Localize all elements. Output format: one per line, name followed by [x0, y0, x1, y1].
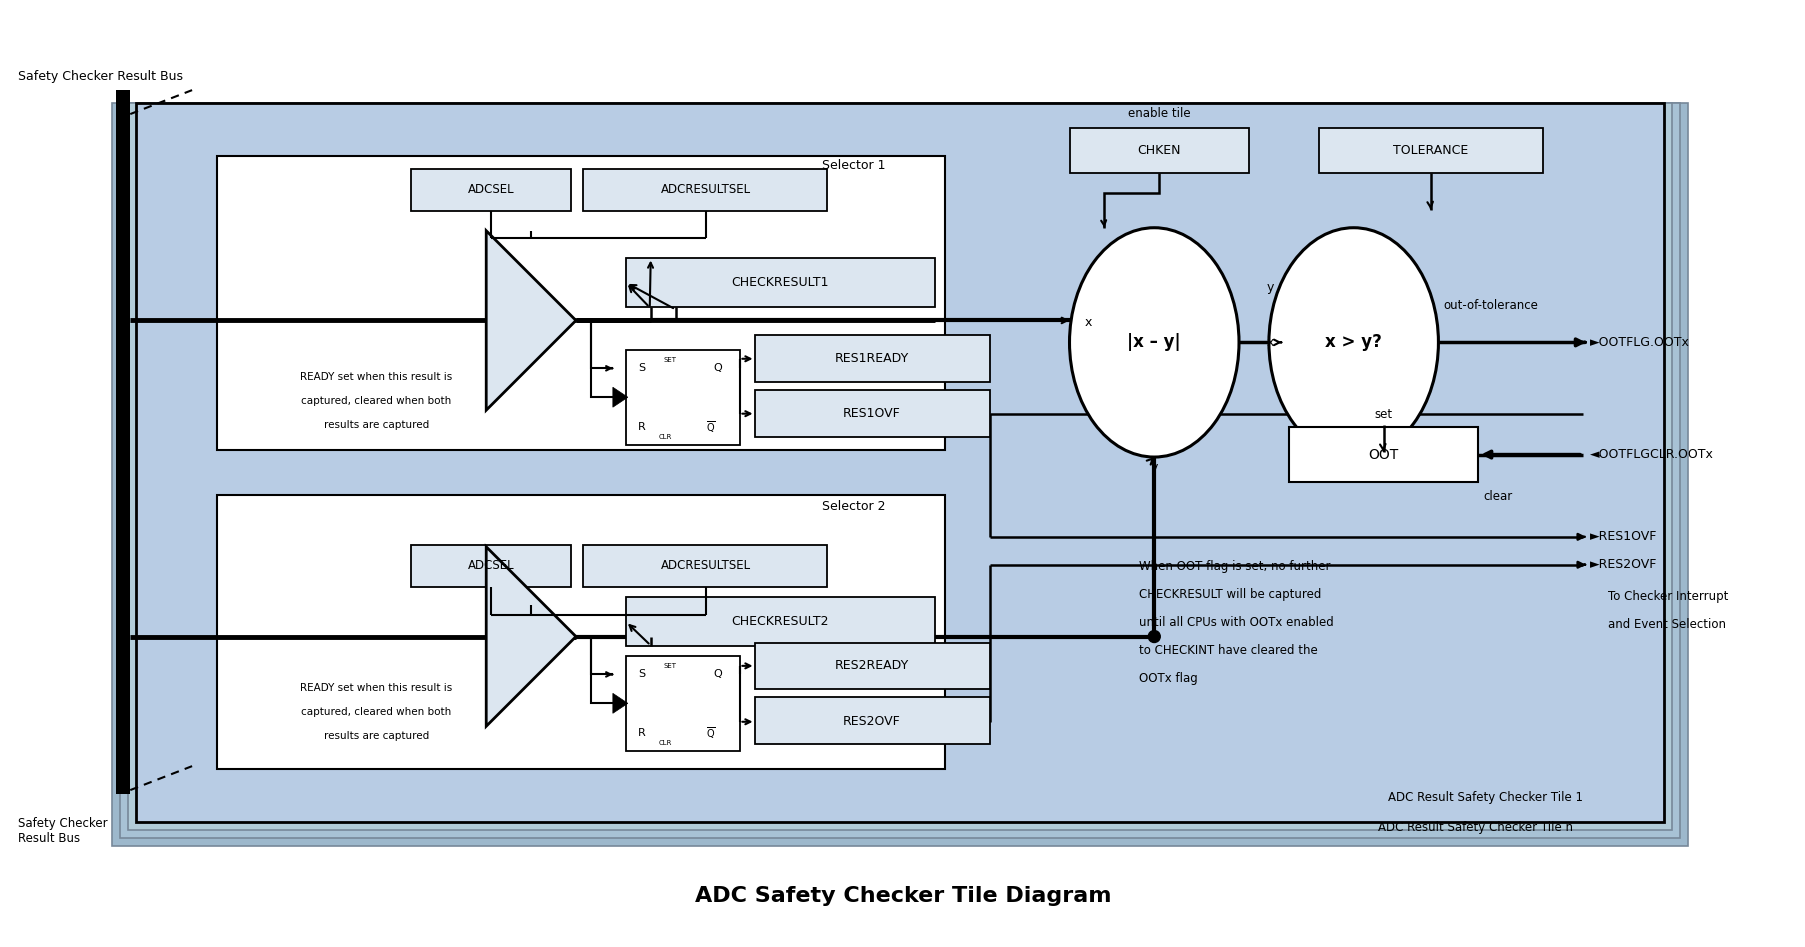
Text: Q: Q — [713, 364, 722, 373]
Bar — [583, 169, 827, 211]
Text: RES2READY: RES2READY — [834, 659, 908, 672]
Text: results are captured: results are captured — [323, 420, 430, 430]
Bar — [112, 103, 1686, 846]
Text: ►OOTFLG.OOTx: ►OOTFLG.OOTx — [1588, 336, 1689, 348]
Text: |x – y|: |x – y| — [1126, 333, 1180, 351]
Text: SET: SET — [662, 664, 677, 670]
Text: RES1OVF: RES1OVF — [843, 407, 901, 420]
Text: ADCRESULTSEL: ADCRESULTSEL — [661, 560, 751, 572]
Text: ADC Result Safety Checker Tile n: ADC Result Safety Checker Tile n — [1377, 821, 1572, 834]
Text: y: y — [1150, 460, 1157, 474]
Polygon shape — [612, 693, 628, 713]
Text: results are captured: results are captured — [323, 731, 430, 742]
Text: R: R — [637, 422, 644, 432]
Text: Selector 2: Selector 2 — [821, 500, 884, 513]
Text: set: set — [1374, 407, 1392, 420]
Bar — [135, 103, 1662, 822]
Bar — [754, 335, 989, 383]
Text: CLR: CLR — [659, 434, 671, 440]
Text: S: S — [637, 364, 644, 373]
Text: ADC Result Safety Checker Tile 1: ADC Result Safety Checker Tile 1 — [1388, 791, 1583, 804]
Text: y: y — [1265, 281, 1273, 295]
Text: x > y?: x > y? — [1325, 333, 1381, 351]
Text: CHECKRESULT will be captured: CHECKRESULT will be captured — [1139, 588, 1321, 601]
Bar — [1318, 128, 1541, 173]
Ellipse shape — [1069, 227, 1238, 457]
Bar — [412, 169, 570, 211]
Bar — [626, 350, 740, 445]
Text: ADCSEL: ADCSEL — [467, 184, 514, 196]
Text: ADCRESULTSEL: ADCRESULTSEL — [661, 184, 751, 196]
Bar — [412, 545, 570, 587]
Text: Safety Checker Result Bus: Safety Checker Result Bus — [18, 70, 182, 82]
Polygon shape — [486, 231, 576, 410]
Text: When OOT flag is set, no further: When OOT flag is set, no further — [1139, 561, 1330, 573]
Text: captured, cleared when both: captured, cleared when both — [301, 707, 451, 717]
Bar — [121, 103, 1679, 838]
Text: CHKEN: CHKEN — [1137, 144, 1180, 157]
Text: enable tile: enable tile — [1128, 107, 1189, 119]
Text: ADC Safety Checker Tile Diagram: ADC Safety Checker Tile Diagram — [695, 885, 1110, 905]
Text: TOLERANCE: TOLERANCE — [1392, 144, 1467, 157]
Text: clear: clear — [1482, 491, 1513, 504]
Text: and Event Selection: and Event Selection — [1606, 618, 1726, 631]
Bar — [583, 545, 827, 587]
Bar — [1069, 128, 1249, 173]
Bar — [217, 156, 944, 450]
Text: OOT: OOT — [1368, 448, 1397, 461]
Text: Q: Q — [713, 670, 722, 679]
Text: READY set when this result is: READY set when this result is — [300, 372, 453, 383]
Text: until all CPUs with OOTx enabled: until all CPUs with OOTx enabled — [1139, 616, 1334, 629]
Polygon shape — [612, 387, 628, 407]
Text: OOTx flag: OOTx flag — [1139, 672, 1197, 685]
Text: $\overline{\rm Q}$: $\overline{\rm Q}$ — [706, 420, 715, 435]
Text: SET: SET — [662, 357, 677, 364]
Text: ◄OOTFLGCLR.OOTx: ◄OOTFLGCLR.OOTx — [1588, 448, 1713, 461]
Bar — [754, 697, 989, 744]
Bar — [754, 390, 989, 438]
Text: RES1READY: RES1READY — [834, 352, 908, 366]
Bar — [626, 656, 740, 751]
Polygon shape — [486, 546, 576, 726]
Bar — [626, 258, 935, 308]
Bar — [754, 642, 989, 689]
Text: x: x — [1265, 336, 1273, 348]
Text: Selector 1: Selector 1 — [821, 159, 884, 172]
Text: captured, cleared when both: captured, cleared when both — [301, 396, 451, 406]
Text: $\overline{\rm Q}$: $\overline{\rm Q}$ — [706, 725, 715, 742]
Bar — [217, 495, 944, 769]
Bar — [1289, 427, 1478, 482]
Text: READY set when this result is: READY set when this result is — [300, 684, 453, 693]
Bar — [128, 103, 1671, 830]
Text: x: x — [1083, 316, 1092, 329]
Text: To Checker Interrupt: To Checker Interrupt — [1606, 590, 1727, 603]
Text: S: S — [637, 670, 644, 679]
Text: ►RES2OVF: ►RES2OVF — [1588, 558, 1657, 571]
Text: Safety Checker
Result Bus: Safety Checker Result Bus — [18, 817, 106, 845]
Text: R: R — [637, 728, 644, 739]
Text: CLR: CLR — [659, 741, 671, 746]
Text: CHECKRESULT2: CHECKRESULT2 — [731, 615, 828, 628]
Text: ►RES1OVF: ►RES1OVF — [1588, 530, 1657, 544]
Text: RES2OVF: RES2OVF — [843, 715, 901, 728]
Bar — [626, 597, 935, 647]
Text: ADCSEL: ADCSEL — [467, 560, 514, 572]
Circle shape — [1148, 631, 1159, 642]
Text: to CHECKINT have cleared the: to CHECKINT have cleared the — [1139, 644, 1318, 657]
Ellipse shape — [1269, 227, 1437, 457]
Text: CHECKRESULT1: CHECKRESULT1 — [731, 277, 828, 289]
Bar — [116, 90, 130, 794]
Text: out-of-tolerance: out-of-tolerance — [1442, 299, 1538, 312]
